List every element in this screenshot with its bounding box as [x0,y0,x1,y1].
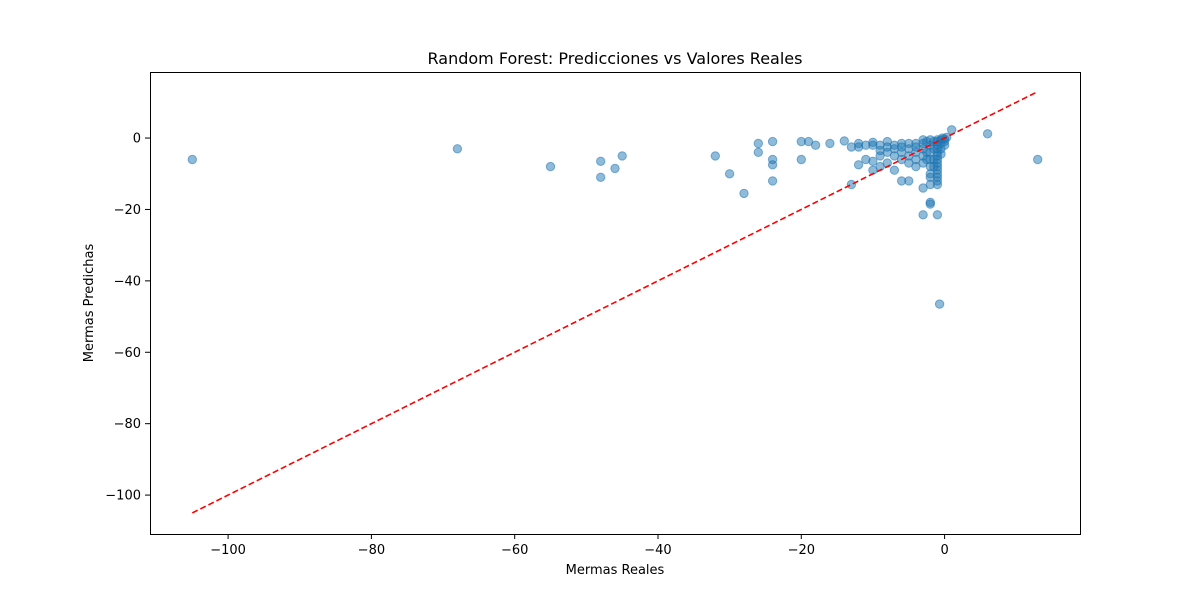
x-tick-label: −80 [358,543,385,558]
data-point [710,151,720,161]
data-point [839,136,849,146]
x-axis: −100 −80 −60 −40 −20 0 [210,534,949,558]
x-tick-label: −100 [210,543,246,558]
y-tick-label: −20 [114,203,141,218]
data-point [187,154,198,165]
x-axis-label: Mermas Reales [566,563,665,578]
y-tick-label: −80 [114,417,141,432]
data-point [1033,154,1043,165]
data-point [932,179,943,190]
data-point [934,299,945,309]
data-point [753,147,763,158]
data-point [739,188,749,199]
data-point [610,163,620,174]
data-point [846,179,857,190]
y-axis-label: Mermas Predichas [82,244,97,363]
data-point [617,151,627,161]
plot-frame [150,72,1081,535]
y-axis: 0 −20 −40 −60 −80 −100 [105,132,150,504]
data-point [936,149,946,159]
reference-line-layer [191,90,1039,514]
reference-line [191,90,1039,514]
data-point [932,210,943,220]
data-point [545,161,556,172]
y-tick-label: −100 [105,489,141,504]
data-point [452,144,463,154]
chart-title: Random Forest: Predicciones vs Valores R… [428,49,803,68]
data-point [853,160,864,170]
data-point [796,154,806,165]
data-point [868,156,878,167]
x-tick-label: −60 [501,543,528,558]
x-tick-label: 0 [940,543,948,558]
data-point [810,140,821,150]
data-point [767,160,778,170]
data-point [925,199,935,209]
y-tick-label: −40 [114,274,141,289]
data-point [825,138,835,149]
data-point [904,176,914,186]
data-point [596,156,606,167]
data-point [939,140,950,150]
data-point [596,172,606,183]
x-tick-label: −40 [644,543,671,558]
data-point [767,176,778,186]
data-point [982,129,993,139]
data-point [889,165,900,175]
data-point [724,169,735,179]
y-tick-label: −60 [114,346,141,361]
y-tick-label: 0 [133,132,141,147]
data-point [767,136,778,147]
data-point [753,138,763,149]
x-tick-label: −20 [788,543,815,558]
data-point [918,210,928,220]
